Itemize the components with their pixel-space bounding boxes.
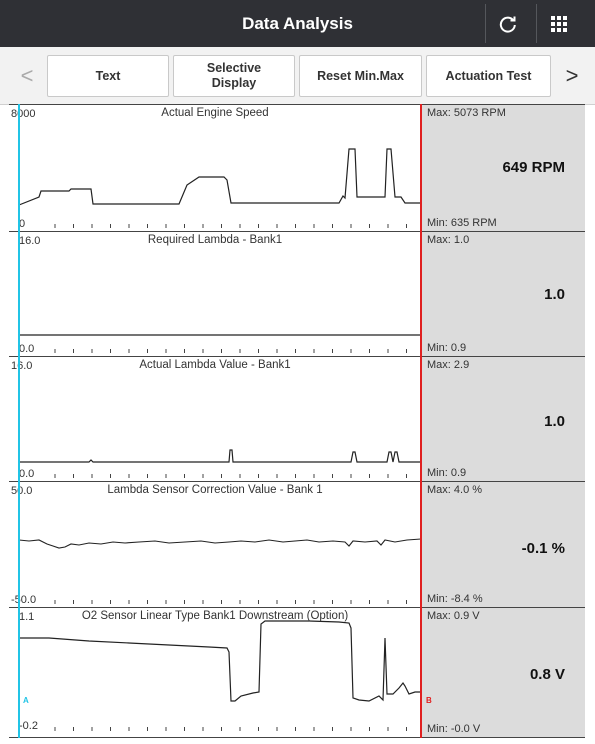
actuation-test-button[interactable]: Actuation Test xyxy=(426,55,551,97)
value-readout: Max: 2.9 1.0 Min: 0.9 xyxy=(421,357,585,481)
min-value: Min: 635 RPM xyxy=(427,217,497,229)
title-bar: Data Analysis xyxy=(0,0,595,47)
o2-sensor-trace xyxy=(19,620,421,702)
graph-title: Actual Lambda Value - Bank1 xyxy=(139,359,291,371)
prev-page-button[interactable]: < xyxy=(20,62,34,88)
next-page-button[interactable]: > xyxy=(565,62,579,88)
selective-display-button[interactable]: Selective Display xyxy=(173,55,295,97)
graph-area[interactable]: 50.0 -50.0 Lambda Sensor Correction Valu… xyxy=(9,482,422,607)
y-axis-min-label: 0 xyxy=(19,218,26,230)
grid-menu-button[interactable] xyxy=(536,4,581,43)
refresh-icon xyxy=(499,16,516,33)
required-lambda-trace xyxy=(19,334,421,336)
min-value: Min: 0.9 xyxy=(427,342,467,354)
cursor-a-line[interactable] xyxy=(18,104,20,738)
current-value: 649 RPM xyxy=(502,159,565,176)
cursor-b-label: B xyxy=(426,696,432,705)
engine-speed-trace xyxy=(18,148,421,206)
cursor-b-line[interactable] xyxy=(420,104,422,738)
graph-title: O2 Sensor Linear Type Bank1 Downstream (… xyxy=(81,610,349,622)
y-axis-min-label: -50.0 xyxy=(11,594,37,606)
graph-area[interactable]: 16.0 0.0 Required Lambda - Bank1 xyxy=(9,232,421,356)
y-axis-max-label: 1.1 xyxy=(19,611,35,623)
y-axis-max-label: 8000 xyxy=(11,108,36,120)
graph-panel-lambda-correction: 50.0 -50.0 Lambda Sensor Correction Valu… xyxy=(9,481,585,607)
graph-area[interactable]: 16.0 0.0 Actual Lambda Value - Bank1 xyxy=(9,357,421,481)
value-readout: Max: 5073 RPM 649 RPM Min: 635 RPM xyxy=(421,105,585,231)
y-axis-min-label: 0.0 xyxy=(19,343,35,355)
graph-title: Required Lambda - Bank1 xyxy=(147,234,283,246)
graph-panel-engine-speed: 8000 0 Actual Engine Speed Max: 5073 RPM… xyxy=(9,104,585,231)
refresh-button[interactable] xyxy=(485,4,530,43)
y-axis-min-label: -0.2 xyxy=(19,720,38,732)
graph-panel-o2-sensor: 1.1 -0.2 O2 Sensor Linear Type Bank1 Dow… xyxy=(9,607,585,738)
page-title: Data Analysis xyxy=(242,14,353,33)
graph-title: Lambda Sensor Correction Value - Bank 1 xyxy=(107,484,323,496)
y-axis-min-label: 0.0 xyxy=(19,468,35,480)
graph-panel-required-lambda: 16.0 0.0 Required Lambda - Bank1 Max: 1.… xyxy=(9,231,585,356)
max-value: Max: 1.0 xyxy=(427,234,470,246)
min-value: Min: -8.4 % xyxy=(427,593,483,605)
graph-area[interactable]: 8000 0 Actual Engine Speed xyxy=(9,105,421,231)
graph-title: Actual Engine Speed xyxy=(161,107,269,119)
current-value: -0.1 % xyxy=(521,540,565,557)
graph-area[interactable]: 1.1 -0.2 O2 Sensor Linear Type Bank1 Dow… xyxy=(9,608,421,737)
reset-min-max-button[interactable]: Reset Min.Max xyxy=(299,55,422,97)
y-axis-max-label: 16.0 xyxy=(19,235,41,247)
current-value: 0.8 V xyxy=(529,666,565,683)
y-axis-max-label: 16.0 xyxy=(11,360,33,372)
max-value: Max: 0.9 V xyxy=(427,610,480,622)
min-value: Min: 0.9 xyxy=(427,467,467,479)
graph-panel-actual-lambda: 16.0 0.0 Actual Lambda Value - Bank1 Max… xyxy=(9,356,585,481)
lambda-correction-trace xyxy=(18,538,422,549)
actual-lambda-trace xyxy=(19,449,421,463)
max-value: Max: 5073 RPM xyxy=(427,107,506,119)
cursor-a-label: A xyxy=(23,696,29,705)
current-value: 1.0 xyxy=(544,413,565,430)
max-value: Max: 4.0 % xyxy=(427,484,483,496)
current-value: 1.0 xyxy=(544,286,565,303)
grid-menu-icon xyxy=(551,15,567,32)
y-axis-max-label: 50.0 xyxy=(11,485,33,497)
value-readout: Max: 1.0 1.0 Min: 0.9 xyxy=(421,232,585,356)
min-value: Min: -0.0 V xyxy=(427,723,481,735)
value-readout: Max: 0.9 V 0.8 V Min: -0.0 V xyxy=(421,608,585,737)
max-value: Max: 2.9 xyxy=(427,359,470,371)
text-button[interactable]: Text xyxy=(47,55,169,97)
value-readout: Max: 4.0 % -0.1 % Min: -8.4 % xyxy=(421,482,585,607)
